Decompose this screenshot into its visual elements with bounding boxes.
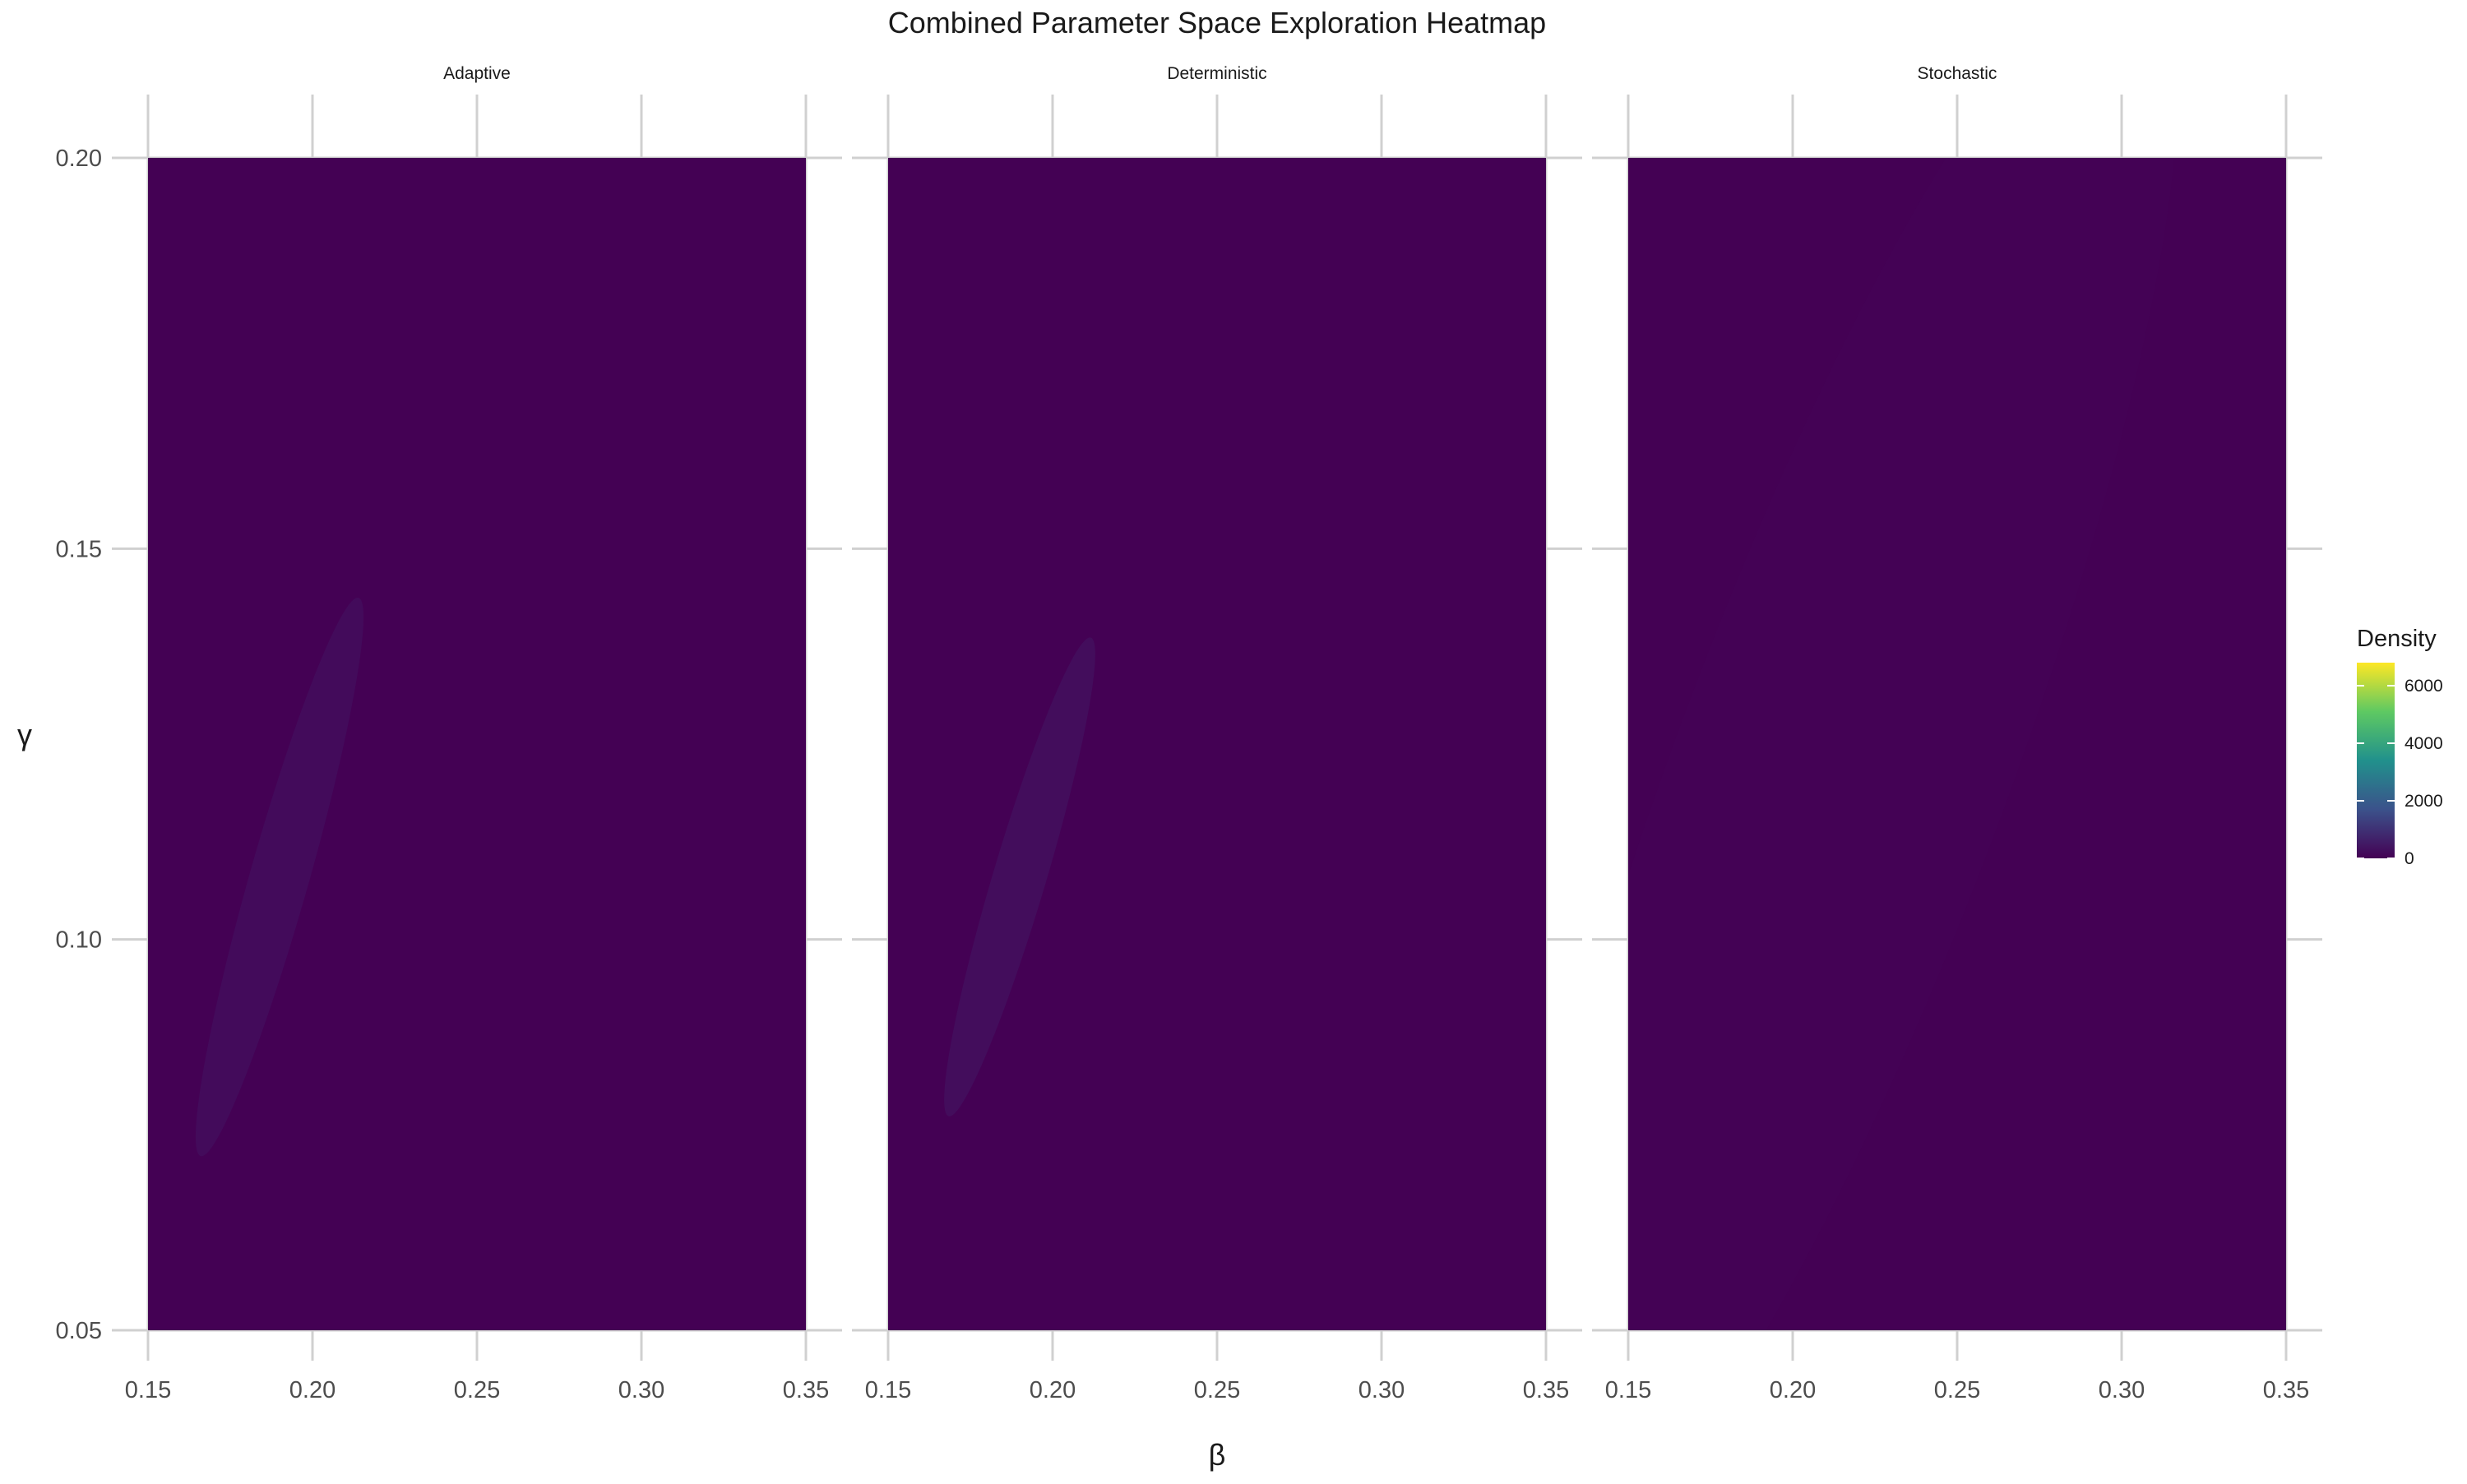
facet-strip-label: Adaptive bbox=[443, 64, 511, 83]
y-axis-title: γ bbox=[17, 718, 32, 751]
heatmap-background bbox=[888, 158, 1546, 1330]
facet-deterministic: Deterministic 0.15 0.20 0.25 0.30 0.35 bbox=[852, 64, 1582, 1403]
facet-stochastic: Stochastic 0.15 0.20 0.25 0.30 0.35 bbox=[1592, 64, 2322, 1403]
density-blob bbox=[195, 597, 364, 1157]
x-tick-label: 0.25 bbox=[1194, 1377, 1240, 1403]
legend-tick-label: 4000 bbox=[2405, 734, 2443, 753]
x-tick-label: 0.20 bbox=[1770, 1377, 1816, 1403]
density-blob bbox=[944, 637, 1095, 1116]
density-blob bbox=[1628, 158, 2178, 1330]
legend-tick-label: 2000 bbox=[2405, 792, 2443, 811]
heatmap-background bbox=[148, 158, 806, 1330]
legend-tick-label: 6000 bbox=[2405, 677, 2443, 696]
x-tick-label: 0.30 bbox=[1358, 1377, 1405, 1403]
x-tick-label: 0.25 bbox=[1934, 1377, 1980, 1403]
x-tick-label: 0.15 bbox=[865, 1377, 911, 1403]
x-tick-label: 0.20 bbox=[289, 1377, 336, 1403]
x-tick-label: 0.35 bbox=[783, 1377, 829, 1403]
facet-strip-label: Stochastic bbox=[1918, 64, 1997, 83]
y-tick-label: 0.20 bbox=[56, 146, 102, 172]
x-tick-label: 0.25 bbox=[454, 1377, 500, 1403]
legend-tick-label: 0 bbox=[2405, 849, 2414, 868]
x-axis-title: β bbox=[1209, 1438, 1226, 1472]
x-tick-label: 0.35 bbox=[1523, 1377, 1569, 1403]
x-tick-label: 0.30 bbox=[2099, 1377, 2145, 1403]
x-tick-label: 0.15 bbox=[1605, 1377, 1651, 1403]
x-tick-label: 0.30 bbox=[618, 1377, 664, 1403]
x-tick-label: 0.20 bbox=[1030, 1377, 1076, 1403]
legend-title: Density bbox=[2357, 626, 2437, 652]
x-tick-label: 0.15 bbox=[125, 1377, 171, 1403]
y-tick-label: 0.10 bbox=[56, 927, 102, 954]
density-contour bbox=[1628, 158, 2178, 1330]
facet-panels: Adaptive 0.15 0.20 0.25 0.30 0.35 0.05 0.10 0.15… bbox=[56, 64, 2322, 1403]
facet-strip-label: Deterministic bbox=[1167, 64, 1266, 83]
y-tick-label: 0.05 bbox=[56, 1318, 102, 1344]
color-legend: 0 2000 4000 6000 bbox=[2357, 663, 2443, 868]
density-contour bbox=[195, 597, 364, 1157]
facet-adaptive: Adaptive 0.15 0.20 0.25 0.30 0.35 0.05 0.10 0.15… bbox=[56, 64, 842, 1403]
legend-colorbar bbox=[2357, 663, 2395, 858]
x-tick-label: 0.35 bbox=[2263, 1377, 2309, 1403]
density-contour bbox=[944, 637, 1095, 1116]
y-tick-label: 0.15 bbox=[56, 536, 102, 562]
chart-title: Combined Parameter Space Exploration Hea… bbox=[888, 6, 1546, 39]
